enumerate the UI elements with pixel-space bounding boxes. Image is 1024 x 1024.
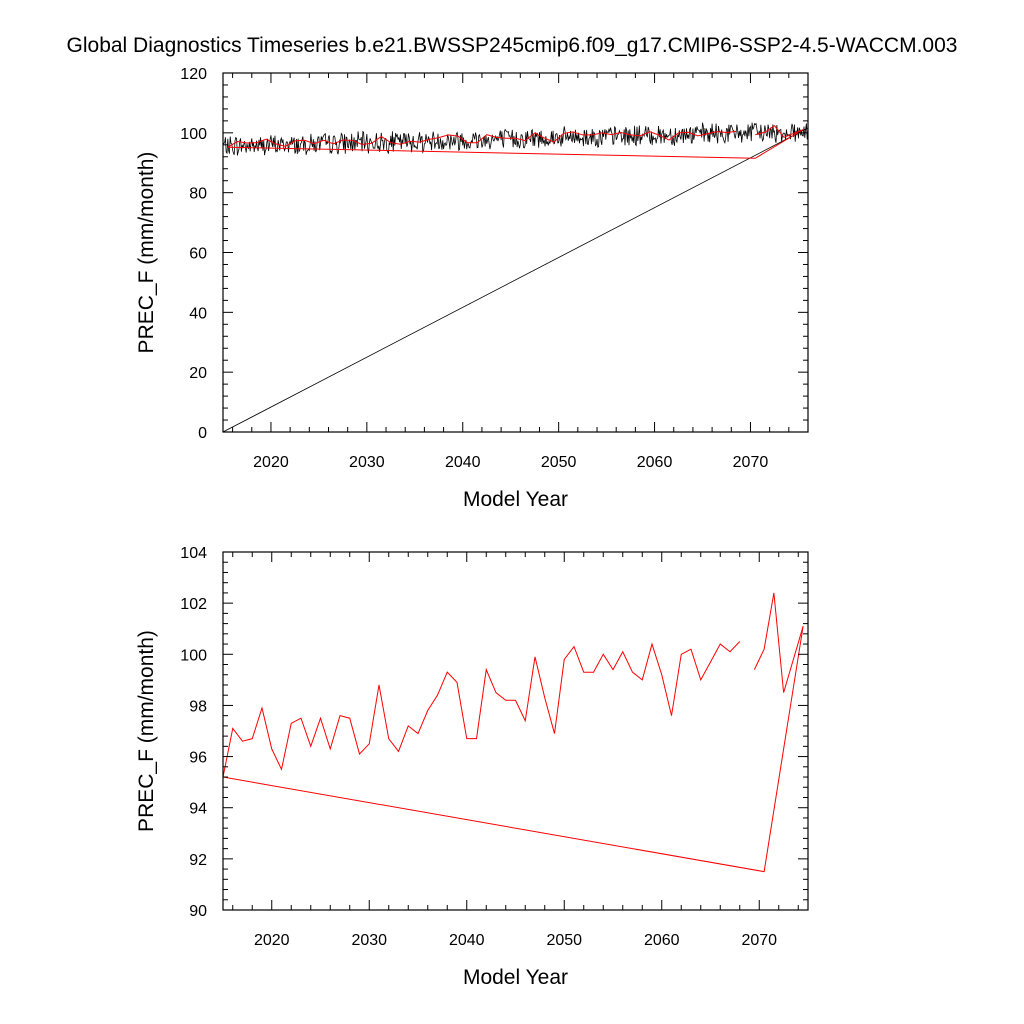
x-tick-label: 2040	[445, 454, 481, 471]
y-tick-label: 96	[189, 750, 207, 767]
series-line-annual-wrap	[223, 626, 804, 873]
plot-frame	[222, 551, 809, 911]
series-line-annual	[755, 124, 804, 138]
y-tick-label: 120	[180, 66, 207, 83]
chart-bottom: 2020 2030 2040 2050 2060 2070 90 92 94 96 98 100 102…	[135, 545, 809, 989]
x-tick-label: 2070	[733, 454, 769, 471]
series-line-annual-wrap	[227, 129, 804, 159]
y-axis-label: PREC_F (mm/month)	[135, 152, 158, 354]
plot-area	[223, 122, 808, 432]
series-line-annual	[753, 592, 804, 693]
y-tick-label: 104	[180, 545, 207, 562]
x-tick-label: 2060	[637, 454, 673, 471]
y-tick-label: 98	[189, 698, 207, 715]
series-line-annual	[223, 641, 741, 778]
x-tick-label: 2020	[254, 932, 290, 949]
plot-area	[223, 592, 804, 873]
x-tick-label: 2050	[541, 454, 577, 471]
x-tick-label: 2030	[351, 932, 387, 949]
x-tick-label: 2040	[449, 932, 485, 949]
y-tick-label: 40	[189, 305, 207, 322]
x-tick-label: 2070	[741, 932, 777, 949]
x-tick-label: 2020	[253, 454, 289, 471]
y-axis-label: PREC_F (mm/month)	[135, 630, 158, 832]
x-tick-label: 2060	[644, 932, 680, 949]
plot-frame	[222, 72, 809, 433]
y-tick-label: 0	[198, 425, 207, 442]
series-line-annual	[227, 130, 737, 148]
y-tick-label: 102	[180, 596, 207, 613]
series-line-monthly	[223, 122, 808, 432]
y-tick-label: 60	[189, 246, 207, 263]
x-tick-label: 2030	[349, 454, 385, 471]
page-title: Global Diagnostics Timeseries b.e21.BWSS…	[66, 34, 958, 57]
y-tick-label: 94	[189, 801, 207, 818]
x-axis-label: Model Year	[463, 966, 568, 989]
y-tick-label: 100	[180, 126, 207, 143]
y-tick-label: 92	[189, 852, 207, 869]
x-axis-label: Model Year	[463, 488, 568, 511]
y-tick-label: 90	[189, 903, 207, 920]
chart-top: 2020 2030 2040 2050 2060 2070020406080100120M…	[135, 66, 809, 511]
y-tick-label: 80	[189, 186, 207, 203]
y-tick-label: 20	[189, 365, 207, 382]
x-tick-label: 2050	[546, 932, 582, 949]
y-tick-label: 100	[180, 647, 207, 664]
